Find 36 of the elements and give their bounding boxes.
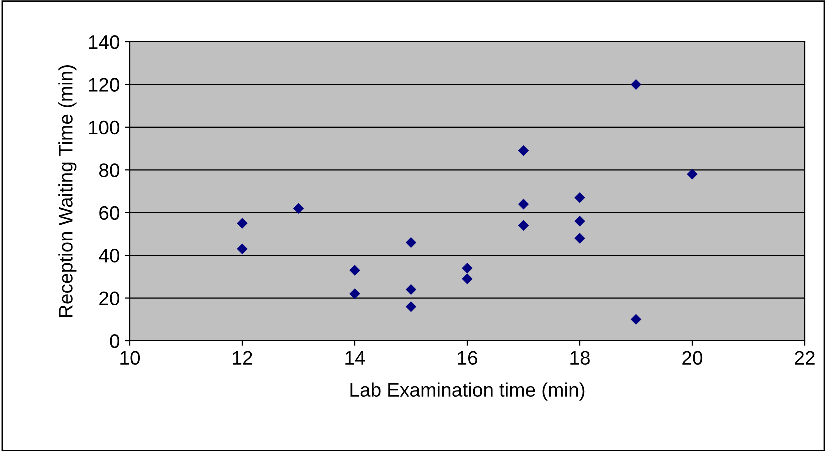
point (293, 203, 304, 214)
point (350, 288, 360, 300)
point (462, 274, 473, 284)
x-tick-label: 14 (346, 351, 366, 365)
point (574, 192, 586, 204)
x-tick-label: 16 (458, 351, 478, 366)
point (462, 263, 473, 274)
point (350, 265, 360, 276)
point (630, 314, 642, 326)
y-tick-label: 60 (100, 206, 120, 220)
point (574, 233, 586, 244)
point (406, 301, 417, 312)
x-tick-label: 20 (682, 351, 703, 366)
point (406, 284, 417, 296)
point (406, 237, 417, 248)
y-tick-label: 100 (89, 120, 120, 135)
x-tick-label: 10 (120, 351, 140, 366)
y-tick-label: 40 (99, 249, 120, 263)
x-tick-label: 12 (233, 351, 252, 365)
point (630, 79, 642, 90)
point (518, 198, 530, 210)
y-tick-label: 80 (99, 164, 120, 178)
point (687, 169, 698, 180)
y-tick-label: 140 (89, 35, 120, 50)
point (518, 146, 530, 156)
x-tick-label: 18 (570, 351, 590, 366)
x-tick-label: 22 (795, 351, 815, 365)
y-tick-label: 20 (100, 292, 120, 306)
y-tick-label: 0 (110, 334, 120, 348)
x-axis-title: Lab Examination time (min) (350, 382, 585, 401)
point (237, 244, 248, 255)
y-axis-title: Reception Waiting Time (min) (58, 66, 77, 318)
point (237, 218, 248, 229)
point (574, 216, 586, 227)
y-tick-label: 120 (89, 78, 120, 92)
point (518, 220, 530, 232)
